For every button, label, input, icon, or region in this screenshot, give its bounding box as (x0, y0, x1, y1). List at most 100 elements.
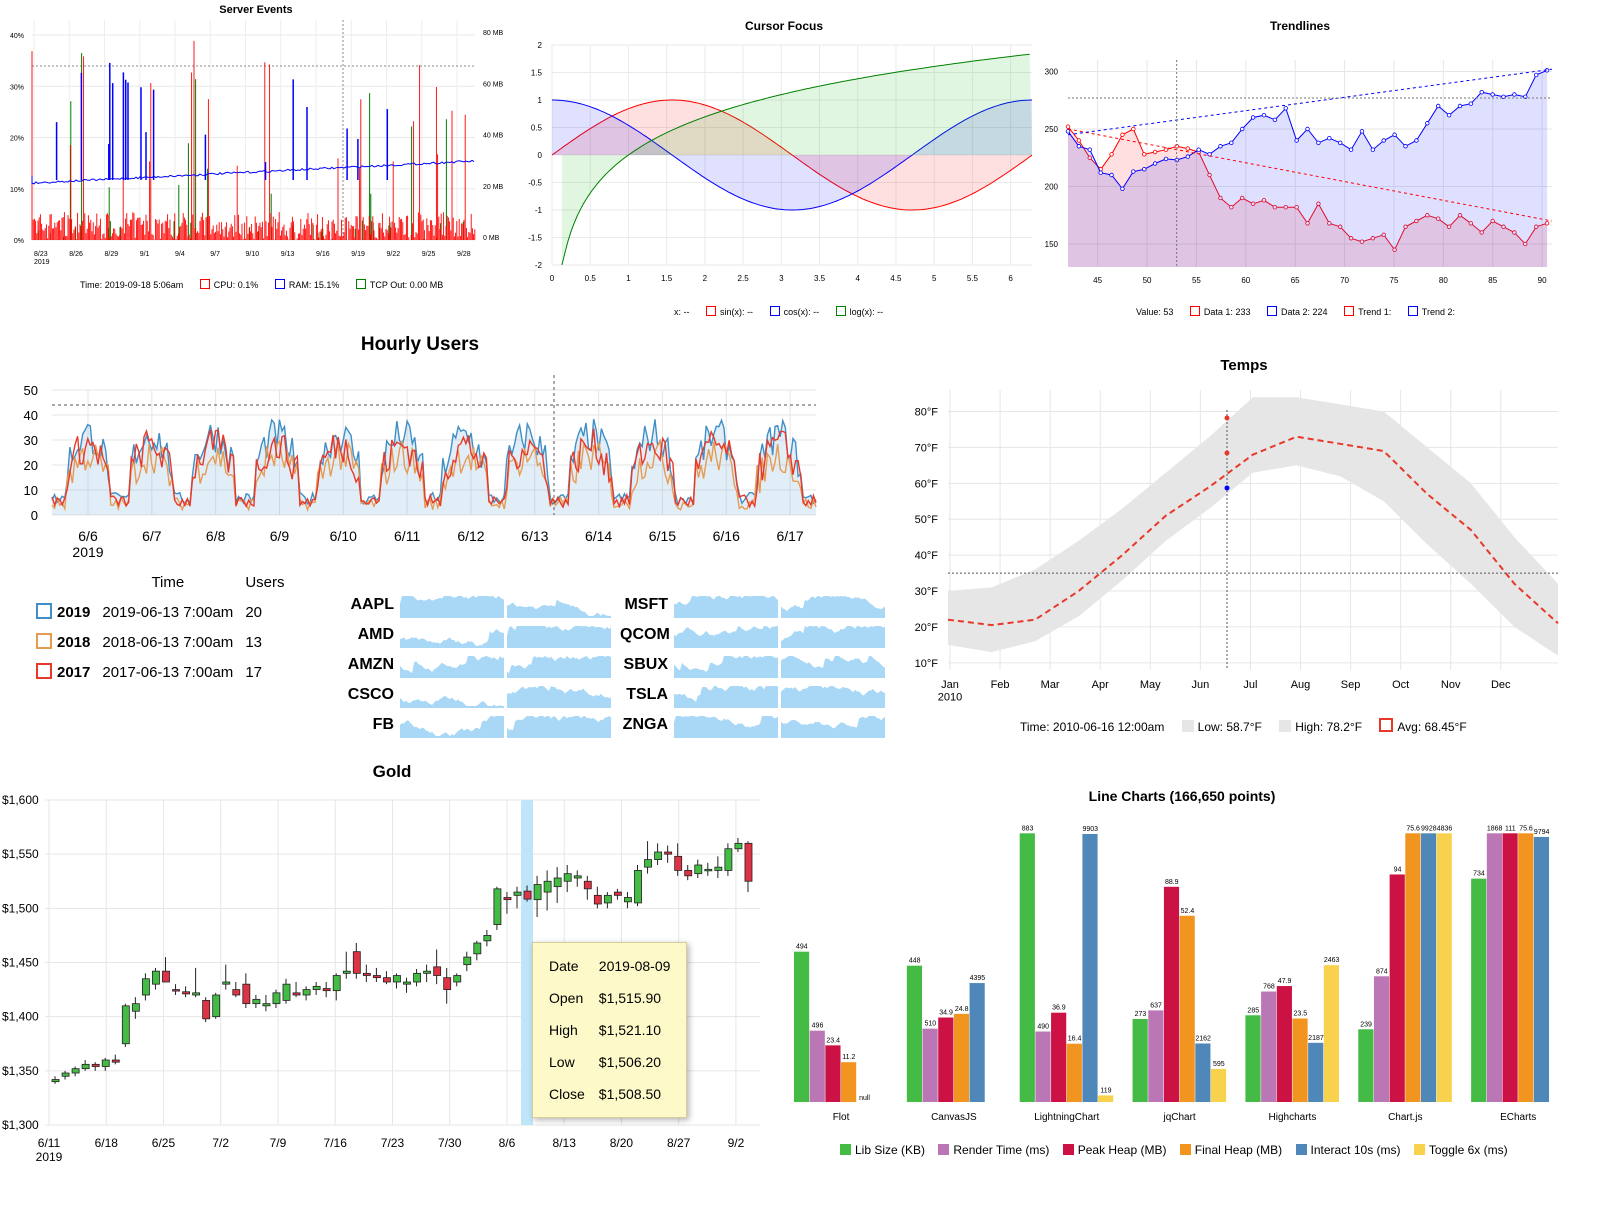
data-point (1142, 152, 1147, 157)
hourly-users-table: Time Users 2019 2019-06-13 7:00am 20 201… (30, 568, 290, 687)
tick-label: 9/2 (728, 1136, 745, 1150)
tick-label: $1,550 (2, 847, 39, 861)
sparkline (507, 656, 611, 678)
sparkline-area (781, 596, 885, 618)
tick-label: 90 (1538, 276, 1547, 285)
candle-body (734, 842, 743, 850)
tick-label: 6/7 (142, 528, 162, 544)
bar (794, 951, 810, 1102)
data-point (1348, 147, 1354, 152)
bar-value-label: 16.4 (1068, 1036, 1082, 1043)
trendlines-chart[interactable]: Trendlines 45 50 55 60 65 70 75 80 85 90 150 200 250 3… (1040, 0, 1600, 330)
table-row: 2017 2017-06-13 7:00am 17 (30, 657, 290, 687)
bar (1292, 1018, 1308, 1102)
series-2018-line (51, 439, 817, 512)
bar-value-label: 448 (909, 958, 921, 965)
tick-label: 40 MB (483, 133, 504, 140)
data-point (1446, 112, 1452, 118)
sparkline-row: MSFT (620, 590, 888, 620)
server-events-chart[interactable]: Server Events 0% 0 MB 10% 20 MB 20% 40 MB 30% 60… (0, 0, 520, 300)
tick-label: 9/10 (246, 251, 260, 258)
tick-label: 7/2 (212, 1136, 229, 1150)
sparkline-area (400, 656, 504, 678)
chart-title: Cursor Focus (745, 19, 823, 33)
series-2019-line (51, 417, 817, 508)
tick-label: 85 (1488, 276, 1497, 285)
bar-value-label: 768 (1263, 984, 1275, 991)
sparkline-row: ZNGA (620, 710, 888, 740)
sparkline-area (674, 656, 778, 678)
cursor-focus-chart[interactable]: Cursor Focus 0 0.5 1 1.5 2 2.5 3 3.5 4 4.5 5 5.5 6 -2 -… (520, 0, 1040, 330)
sparklines-right: MSFT QCOM SBUX TSLA ZNGA (620, 590, 888, 740)
candle-body (332, 975, 341, 992)
hourly-users-chart[interactable]: Hourly Users 0 10 20 30 40 50 6/6 2019 6/7 6/8 6/9 6… (0, 330, 900, 570)
bar-value-label: 1868 (1487, 825, 1503, 832)
sparkline-row: TSLA (620, 680, 888, 710)
sparkline-area (400, 596, 504, 618)
col-time: Time (151, 574, 185, 591)
sparkline-area (674, 626, 778, 648)
sparkline-area (400, 716, 504, 738)
data-point (1087, 155, 1092, 160)
tick-label: 50 (24, 383, 38, 398)
chart-title: Server Events (219, 4, 292, 16)
tick-label: 75 (1390, 276, 1399, 285)
col-users: Users (245, 574, 285, 591)
gold-candlestick-chart[interactable]: Gold $1,300 $1,350 $1,400 $1,450 $1,500 $1,550… (0, 755, 780, 1200)
tcp-series (37, 53, 464, 240)
data-point (1392, 247, 1397, 252)
bar (1098, 1095, 1114, 1102)
bar (1436, 833, 1452, 1102)
temps-chart[interactable]: Temps 10°F 20°F 30°F 40°F 50°F 60°F 70°F 80°F Jan… (900, 345, 1600, 715)
tick-label: 6/12 (457, 528, 484, 544)
ram-value: 15.1% (313, 280, 340, 290)
server-events-legend: Time: 2019-09-18 5:06am CPU: 0.1% RAM: 1… (80, 279, 444, 290)
bar (1308, 1042, 1324, 1102)
tick-label: 6/6 2019 (72, 528, 103, 560)
gold-tooltip: Date 2019-08-09 Open $1,515.90 High $1,521.… (532, 942, 688, 1118)
tcp-value: 0.00 MB (409, 280, 444, 290)
candle-body (393, 975, 401, 983)
line-charts-panel: Line Charts (166,650 points) 494 496 23.4 11… (780, 780, 1600, 1140)
data-point (1098, 170, 1103, 175)
ticker-label: CSCO (347, 686, 394, 703)
candle-body (423, 970, 432, 974)
tick-label: 6/25 (152, 1136, 176, 1150)
candle-body (71, 1068, 80, 1074)
candle-body (724, 848, 733, 871)
hover-highlight (521, 800, 534, 1125)
candle-body (744, 842, 753, 882)
data-point (1414, 138, 1419, 143)
bar-value-label: 34.9 (939, 1010, 953, 1017)
candle-body (302, 989, 311, 996)
candle-body (131, 1003, 140, 1012)
candle-body (553, 877, 562, 888)
tick-label: $1,500 (2, 901, 39, 915)
tick-label: 20% (10, 136, 24, 143)
ticker-label: QCOM (620, 626, 670, 643)
candle-body (262, 1003, 271, 1007)
data-point (1294, 138, 1299, 143)
sparkline-area (781, 656, 885, 678)
data-point (1468, 101, 1474, 106)
bar (1163, 886, 1180, 1102)
bar (938, 1017, 954, 1102)
sparkline (400, 656, 504, 678)
tick-label: 4 (856, 274, 861, 283)
data-1-area (1068, 126, 1548, 267)
data-point (1240, 195, 1245, 201)
tick-label: 6/15 (649, 528, 676, 544)
sparkline-area (674, 596, 778, 618)
candle-body (403, 981, 411, 985)
data-point (1218, 144, 1223, 149)
data-point (1512, 92, 1517, 97)
avg-marker (1224, 450, 1230, 456)
time-value: 2019-09-18 5:06am (104, 280, 184, 290)
sparkline (507, 599, 611, 618)
sparkline (674, 626, 778, 648)
tick-label: 30°F (915, 586, 939, 598)
data-point (1120, 186, 1125, 191)
data-point (1359, 129, 1365, 134)
bar-value-label: 11.2 (842, 1054, 855, 1061)
